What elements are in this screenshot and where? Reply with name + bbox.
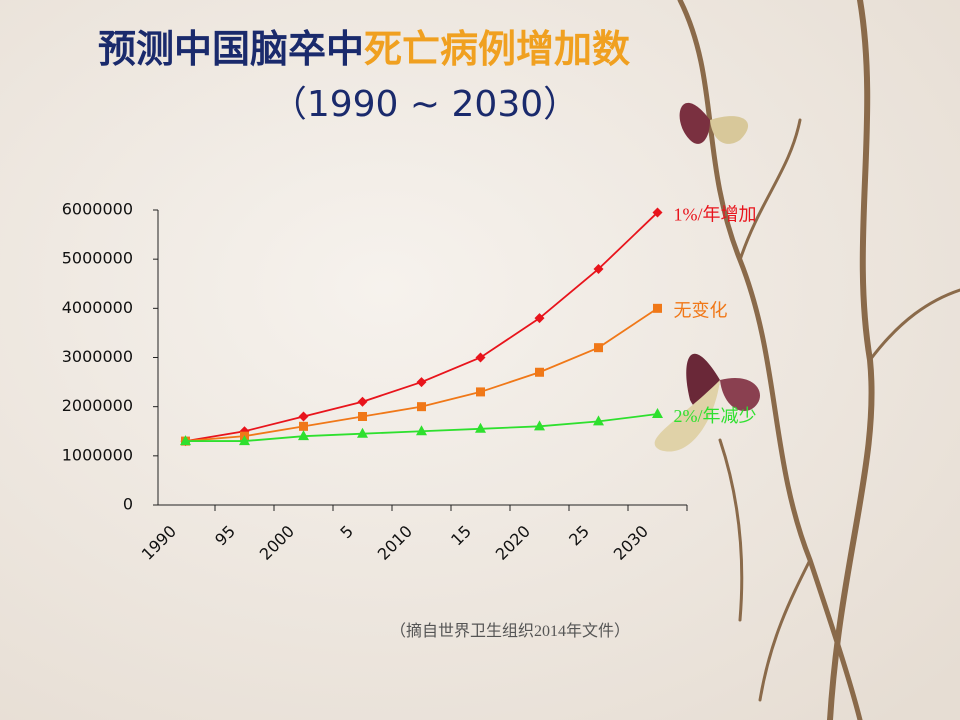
data-point: [180, 435, 191, 446]
y-tick-label: 3000000: [62, 347, 133, 366]
data-point: [357, 396, 368, 407]
data-point: [535, 367, 544, 377]
data-point: [357, 427, 368, 438]
chart-subtitle: （1990 ~ 2030）: [271, 84, 579, 125]
data-point: [417, 402, 426, 412]
data-point: [298, 430, 309, 441]
branch-decoration: [677, 0, 960, 720]
data-point: [652, 408, 663, 419]
data-point: [416, 377, 427, 388]
data-point: [416, 425, 427, 436]
data-point: [475, 352, 486, 363]
title-part: 预测中国脑卒中: [98, 26, 364, 71]
y-tick-label: 0: [123, 495, 133, 514]
series-label: 1%/年增加: [674, 205, 757, 225]
data-point: [476, 387, 485, 397]
series-label: 2%/年减少: [674, 406, 757, 426]
y-tick-label: 4000000: [62, 298, 133, 317]
chart-title: 预测中国脑卒中死亡病例增加数: [98, 26, 630, 71]
data-point: [653, 303, 662, 313]
title-part: 死亡病例增加数: [364, 26, 630, 71]
series-label: 无变化: [674, 300, 728, 320]
y-tick-label: 2000000: [62, 396, 133, 415]
data-point: [652, 207, 663, 218]
data-point: [358, 412, 367, 421]
data-point: [298, 411, 309, 422]
data-point: [239, 435, 250, 446]
data-point: [593, 264, 604, 274]
y-tick-label: 1000000: [62, 445, 133, 464]
data-point: [534, 420, 545, 431]
data-point: [299, 421, 308, 431]
data-point: [594, 343, 603, 353]
y-tick-label: 6000000: [62, 200, 133, 219]
source-note: （摘自世界卫生组织2014年文件）: [390, 622, 630, 640]
data-point: [475, 422, 486, 433]
data-point: [593, 415, 604, 426]
data-point: [534, 313, 545, 324]
butterfly-decoration: [654, 102, 760, 452]
y-tick-label: 5000000: [62, 249, 133, 268]
